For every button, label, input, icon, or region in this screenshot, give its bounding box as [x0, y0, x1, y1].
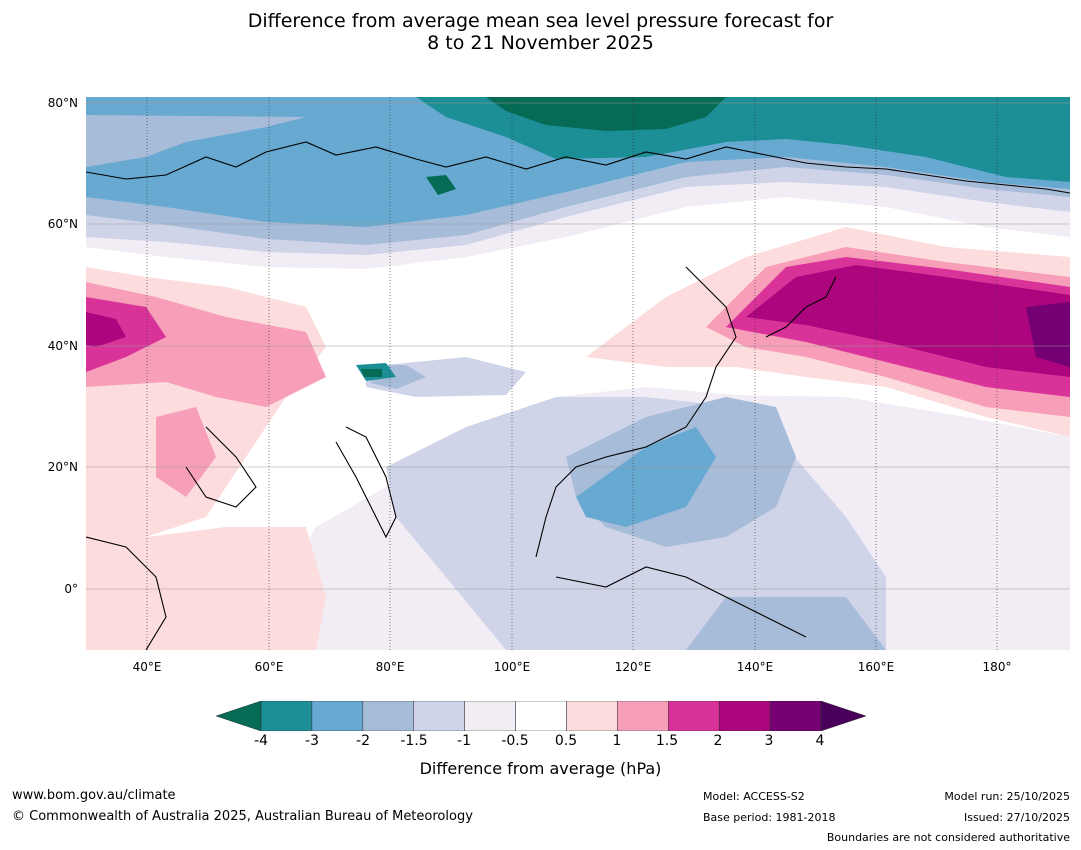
- colorbar-tick: -1.5: [400, 733, 428, 749]
- footer-base-period: Base period: 1981-2018: [703, 811, 836, 824]
- colorbar-tick: -0.5: [501, 733, 529, 749]
- colorbar-tick: 3: [764, 733, 774, 749]
- colorbar-tick: -1: [457, 733, 471, 749]
- colorbar-extend-low: [216, 701, 262, 731]
- coastlines: [86, 141, 1070, 650]
- colorbar-segment: [769, 701, 822, 731]
- coastline-arabia: [185, 426, 257, 508]
- lon-label-120e: 120°E: [614, 660, 652, 674]
- colorbar-segment: [311, 701, 364, 731]
- coastline-pacific: [535, 266, 737, 558]
- colorbar-segment: [260, 701, 313, 731]
- footer-model-run: Model run: 25/10/2025: [944, 790, 1070, 803]
- colorbar-extend-high: [820, 701, 866, 731]
- anomaly-west-plus-2: [86, 312, 126, 347]
- anomaly-bay-minus-1.5: [396, 467, 476, 522]
- anomaly-npacific-plus-2: [746, 265, 1070, 377]
- footer-copyright: © Commonwealth of Australia 2025, Austra…: [12, 809, 473, 824]
- title-line-1: Difference from average mean sea level p…: [247, 10, 834, 32]
- colorbar-tick: 2: [713, 733, 723, 749]
- graticule: [86, 102, 1070, 590]
- colorbar-label: Difference from average (hPa): [419, 759, 662, 778]
- colorbar-segment: [515, 701, 567, 731]
- anomaly-west-plus-1.5: [86, 297, 166, 372]
- colorbar-segment: [362, 701, 414, 731]
- colorbar-segment: [617, 701, 669, 731]
- footer-issued: Issued: 27/10/2025: [963, 811, 1070, 824]
- lon-label-180: 180°: [982, 660, 1012, 674]
- colorbar-tick: -2: [356, 733, 370, 749]
- coastline-arctic: [86, 141, 1070, 194]
- anomaly-pacific-minus-2: [576, 427, 716, 527]
- lat-label-40n: 40°N: [47, 339, 78, 353]
- colorbar-segment: [668, 701, 720, 731]
- meridians: [146, 97, 998, 650]
- anomaly-map: [86, 97, 1070, 650]
- map-panel[interactable]: [86, 97, 1070, 650]
- lat-label-0: 0°: [64, 582, 78, 596]
- colorbar-tick: 1.5: [655, 733, 679, 749]
- lon-label-40e: 40°E: [132, 660, 162, 674]
- colorbar-tick: -4: [254, 733, 268, 749]
- lat-label-20n: 20°N: [47, 460, 78, 474]
- anomaly-band-minus-4: [486, 97, 726, 131]
- colorbar-tick: 0.5: [554, 733, 578, 749]
- colorbar-segment: [413, 701, 465, 731]
- lon-label-80e: 80°E: [375, 660, 405, 674]
- footer-disclaimer: Boundaries are not considered authoritat…: [826, 831, 1070, 844]
- colorbar-tick: -3: [305, 733, 319, 749]
- title-line-2: 8 to 21 November 2025: [427, 32, 654, 54]
- colorbar: [216, 701, 866, 731]
- lat-label-80n: 80°N: [47, 96, 78, 110]
- footer-model: Model: ACCESS-S2: [703, 790, 805, 803]
- colorbar-tick: 4: [815, 733, 825, 749]
- anomaly-tibet-minus-4: [361, 369, 382, 377]
- lat-label-60n: 60°N: [47, 217, 78, 231]
- footer-website[interactable]: www.bom.gov.au/climate: [12, 788, 176, 803]
- anomaly-spot-minus-4: [426, 175, 456, 195]
- anomaly-npacific-plus-3: [1026, 302, 1070, 367]
- coastline-islands: [555, 566, 807, 638]
- colorbar-segment: [464, 701, 516, 731]
- lon-label-140e: 140°E: [736, 660, 774, 674]
- lon-label-60e: 60°E: [254, 660, 284, 674]
- colorbar-tick: 1: [612, 733, 622, 749]
- colorbar-segment: [718, 701, 771, 731]
- coastline-africa: [86, 536, 167, 650]
- chart-title: Difference from average mean sea level p…: [0, 10, 1081, 54]
- coastline-japan: [765, 276, 837, 338]
- lon-label-160e: 160°E: [857, 660, 895, 674]
- colorbar-segment: [566, 701, 618, 731]
- coastline-india: [335, 426, 397, 539]
- lon-label-100e: 100°E: [493, 660, 531, 674]
